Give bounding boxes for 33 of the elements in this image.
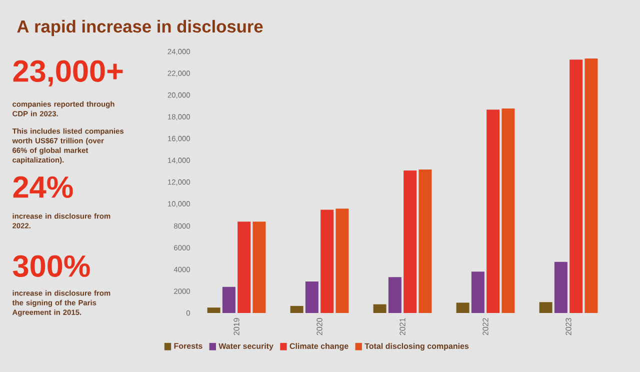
bar [486,110,500,313]
bar [471,272,484,313]
legend-label: Climate change [290,343,348,351]
bar [336,208,349,313]
bar [404,170,417,313]
bar [252,222,266,313]
text: 300% [12,255,90,278]
bar [570,60,583,313]
bar [373,304,386,313]
bar [539,302,552,313]
bar [207,308,220,313]
bar [502,108,515,313]
bar [584,58,598,313]
bar [418,169,432,313]
bar [554,262,568,313]
bar [320,210,334,313]
bar [388,277,402,313]
bar [305,281,318,313]
x-tick-label: 2020 [316,318,322,336]
legend-label: Total disclosing companies [364,343,469,351]
legend-label: Forests [174,343,202,349]
bar [290,306,304,313]
bar [222,286,236,313]
x-tick-label: 2022 [482,318,488,336]
x-tick-label: 2021 [400,318,406,336]
text: 23,000+ [13,60,123,86]
bar [238,222,251,313]
x-tick-label: 2019 [234,318,240,336]
legend-label: Water security [218,343,274,350]
bar [456,302,470,313]
chart-title: A rapid increase in disclosure [17,20,263,36]
text: 24% [13,176,73,198]
x-tick-label: 2023 [566,318,572,336]
